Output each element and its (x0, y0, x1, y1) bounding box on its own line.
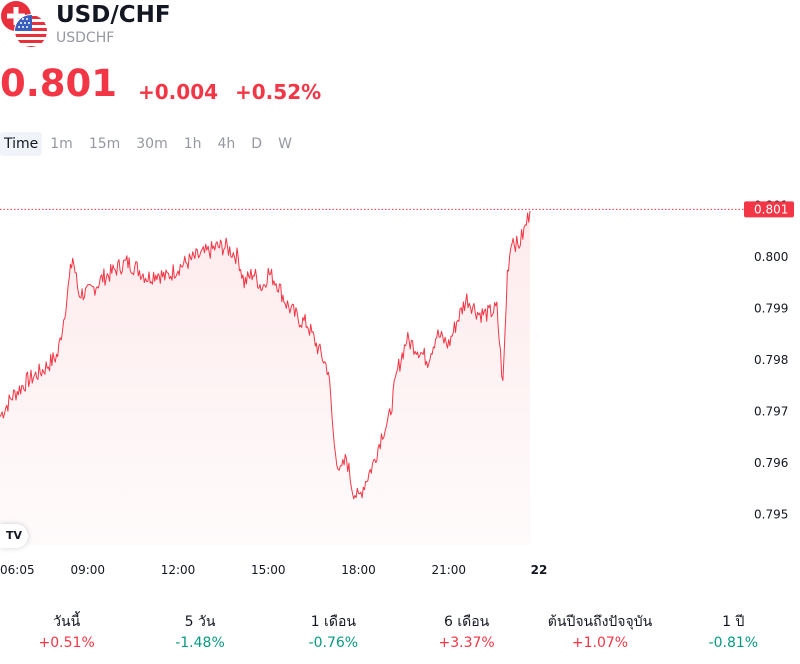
perf-label: ต้นปีจนถึงปัจจุบัน (547, 614, 653, 630)
perf-5-days[interactable]: 5 วัน -1.48% (133, 612, 266, 653)
x-tick-label: 12:00 (161, 563, 196, 577)
y-tick-label: 0.795 (754, 507, 788, 521)
perf-1-year[interactable]: 1 ปี -0.81% (667, 612, 800, 653)
perf-6-months[interactable]: 6 เดือน +3.37% (400, 612, 533, 653)
price-area-fill (0, 210, 530, 545)
tab-30m[interactable]: 30m (136, 136, 168, 152)
tradingview-logo-icon[interactable]: TV (0, 524, 28, 548)
y-tick-label: 0.797 (754, 405, 788, 419)
perf-label: 1 เดือน (310, 614, 356, 630)
tab-1h[interactable]: 1h (183, 136, 202, 152)
perf-today[interactable]: วันนี้ +0.51% (0, 612, 133, 653)
timeframe-tabs: Time 1m 15m 30m 1h 4h D W (0, 132, 300, 156)
price-chart[interactable]: 0.795 0.796 0.797 0.798 0.799 0.800 0.801 06:0… (0, 170, 800, 590)
perf-value: +3.37% (438, 635, 495, 651)
x-tick-label: 22 (531, 563, 548, 577)
x-tick-label: 06:05 (0, 563, 35, 577)
price-change: +0.004 (138, 80, 219, 104)
x-tick-label: 21:00 (431, 563, 466, 577)
perf-label: 6 เดือน (444, 614, 490, 630)
perf-value: +0.51% (38, 635, 95, 651)
last-price-label-box (744, 201, 794, 218)
tab-15m[interactable]: 15m (88, 136, 121, 152)
y-tick-label: 0.798 (754, 353, 788, 367)
last-price: 0.801 (0, 62, 118, 105)
perf-label: 5 วัน (184, 614, 216, 630)
perf-ytd[interactable]: ต้นปีจนถึงปัจจุบัน +1.07% (533, 612, 666, 653)
symbol-ticker: USDCHF (56, 30, 115, 46)
tab-d[interactable]: D (251, 136, 263, 152)
perf-value: -0.76% (308, 635, 359, 651)
last-price-label: 0.801 (754, 202, 788, 216)
tab-4h[interactable]: 4h (217, 136, 236, 152)
perf-value: +1.07% (571, 635, 629, 651)
perf-label: 1 ปี (722, 614, 745, 630)
perf-value: -1.48% (175, 635, 225, 651)
tab-w[interactable]: W (278, 136, 292, 152)
symbol-title: USD/CHF (56, 2, 171, 28)
y-tick-label: 0.796 (754, 456, 788, 470)
perf-1-month[interactable]: 1 เดือน -0.76% (267, 612, 400, 653)
tab-1m[interactable]: 1m (50, 136, 73, 152)
price-line (0, 210, 531, 500)
y-tick-label: 0.799 (754, 302, 788, 316)
swiss-us-flag-icon (1, 1, 48, 48)
y-tick-label: 0.800 (754, 250, 788, 264)
x-tick-label: 18:00 (341, 563, 376, 577)
x-tick-label: 15:00 (251, 563, 286, 577)
perf-value: -0.81% (708, 635, 759, 651)
tab-time[interactable]: Time (0, 132, 43, 156)
perf-label: วันนี้ (53, 614, 81, 630)
price-change-percent: +0.52% (235, 80, 322, 104)
x-tick-label: 09:00 (70, 563, 105, 577)
performance-row: วันนี้ +0.51% 5 วัน -1.48% 1 เดือน -0.76… (0, 612, 800, 653)
